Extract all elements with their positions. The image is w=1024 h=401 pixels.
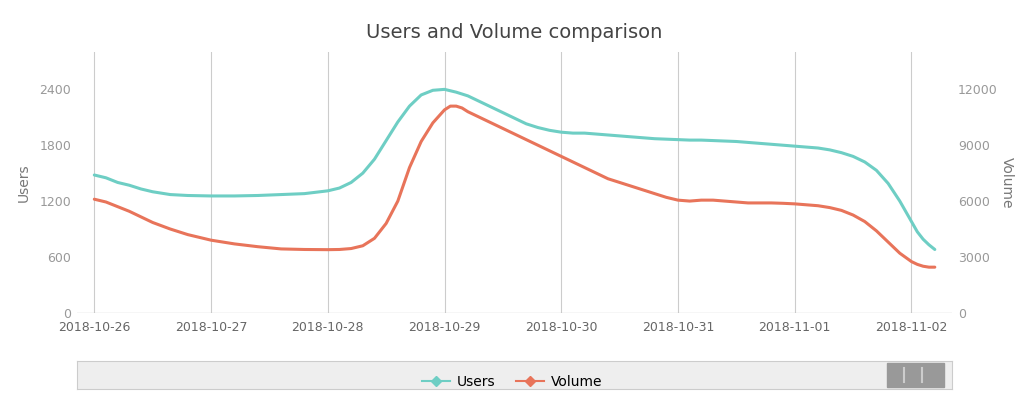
- Bar: [887, 363, 943, 387]
- Title: Users and Volume comparison: Users and Volume comparison: [367, 23, 663, 42]
- Legend: Users, Volume: Users, Volume: [416, 369, 608, 394]
- Y-axis label: Users: Users: [17, 163, 31, 202]
- Y-axis label: Volume: Volume: [1000, 157, 1015, 208]
